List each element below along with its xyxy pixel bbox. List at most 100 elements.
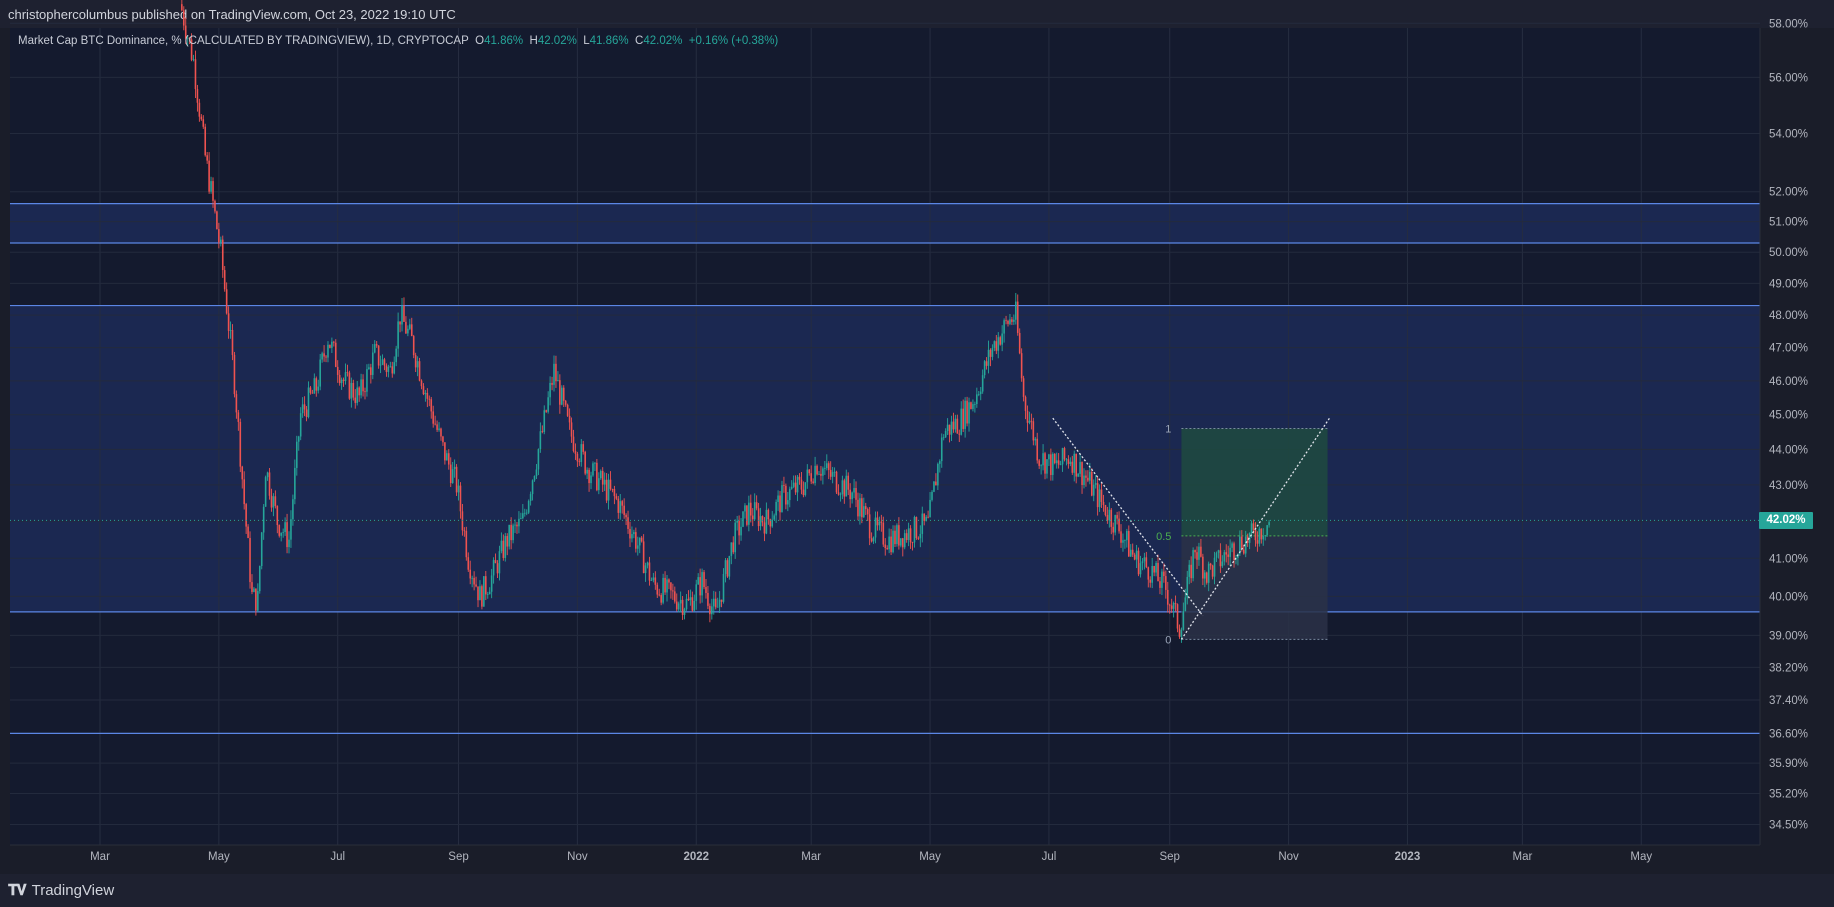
candle-body	[870, 538, 873, 542]
candle-body	[270, 495, 273, 508]
candle-body	[1246, 536, 1249, 543]
candle-body	[327, 344, 329, 358]
candle-body	[621, 501, 623, 506]
candle-body	[586, 469, 588, 474]
candle-body	[1133, 554, 1136, 560]
y-tick-label: 44.00%	[1769, 444, 1808, 456]
candle-body	[1046, 459, 1048, 474]
high-value: 42.02%	[537, 35, 577, 47]
candle-body	[531, 480, 534, 495]
candle-body	[748, 502, 750, 525]
candle-body	[689, 597, 692, 601]
candle-body	[529, 494, 532, 502]
candle-body	[921, 513, 924, 534]
candle-body	[640, 537, 643, 542]
candle-body	[732, 542, 735, 553]
candle-body	[440, 428, 442, 437]
candle-body	[292, 499, 294, 520]
candle-body	[976, 394, 978, 405]
candle-body	[720, 599, 723, 602]
candle-body	[1229, 547, 1231, 557]
candle-body	[888, 536, 890, 550]
x-tick-label: Sep	[448, 851, 468, 863]
candle-body	[200, 116, 203, 120]
candle-body	[535, 469, 538, 477]
candle-body	[1215, 552, 1218, 558]
candle-body	[987, 349, 990, 366]
candle-body	[1137, 550, 1140, 575]
candle-body	[508, 524, 510, 547]
candle-body	[235, 394, 238, 413]
candle-body	[1227, 554, 1229, 557]
candle-body	[543, 410, 546, 432]
candle-body	[644, 565, 647, 574]
zone-rect	[10, 305, 1760, 612]
candle-body	[1221, 561, 1224, 567]
candle-body	[1067, 459, 1070, 464]
candle-body	[677, 603, 680, 610]
candle-body	[333, 341, 335, 343]
candle-body	[948, 424, 951, 435]
candle-body	[317, 386, 320, 391]
candle-body	[1028, 420, 1031, 423]
low-value: 41.86%	[589, 35, 629, 47]
candle-body	[861, 498, 863, 518]
price-chart[interactable]: 1 0.5 0 58.00% 56.00% 54.00% 52.00% 51.00% 50.00…	[0, 0, 1834, 874]
candle-body	[1079, 462, 1081, 474]
candle-body	[584, 451, 586, 474]
candle-body	[233, 354, 236, 395]
candle-body	[225, 289, 228, 314]
candle-body	[1211, 565, 1214, 577]
candle-body	[1050, 454, 1052, 475]
candle-body	[1040, 465, 1042, 467]
tradingview-brand[interactable]: 𝐓𝐕 TradingView	[8, 882, 114, 899]
candle-body	[1083, 475, 1085, 485]
candle-body	[368, 367, 370, 370]
candle-body	[1252, 523, 1255, 530]
candle-body	[1141, 561, 1144, 564]
candle-body	[1005, 320, 1007, 322]
candle-body	[839, 494, 842, 496]
candle-body	[1063, 448, 1066, 460]
candle-body	[566, 404, 569, 416]
price-axis-panel	[1760, 28, 1834, 845]
candle-body	[613, 489, 616, 497]
candle-body	[206, 155, 208, 161]
candle-body	[399, 321, 401, 325]
high-label: H	[529, 35, 538, 47]
candle-body	[664, 577, 666, 593]
candle-body	[810, 473, 813, 482]
candle-body	[375, 344, 378, 346]
candle-body	[370, 367, 372, 375]
y-tick-label: 34.50%	[1769, 820, 1808, 832]
candle-body	[1036, 438, 1039, 461]
candle-body	[685, 598, 688, 610]
candle-body	[229, 330, 232, 331]
candle-body	[397, 321, 399, 349]
candle-body	[520, 518, 522, 520]
candle-body	[182, 10, 185, 26]
candle-body	[588, 469, 590, 484]
candle-body	[1052, 453, 1054, 475]
candle-body	[545, 410, 548, 412]
candle-body	[695, 584, 698, 601]
candle-body	[816, 465, 818, 475]
candle-body	[876, 517, 879, 526]
candle-body	[453, 466, 456, 470]
candle-body	[712, 598, 715, 607]
y-tick-label: 40.00%	[1769, 591, 1808, 603]
candle-body	[416, 361, 419, 368]
candle-body	[204, 126, 207, 156]
candle-body	[1225, 552, 1228, 555]
candle-body	[1065, 459, 1068, 461]
candle-body	[321, 353, 323, 360]
candle-body	[722, 573, 725, 602]
x-tick-label: May	[208, 851, 230, 863]
candle-body	[1192, 550, 1194, 579]
candle-body	[674, 591, 676, 602]
candle-body	[812, 481, 814, 483]
candle-body	[1260, 528, 1263, 540]
candle-body	[1057, 460, 1060, 465]
candle-body	[424, 392, 427, 395]
candle-body	[479, 586, 481, 601]
